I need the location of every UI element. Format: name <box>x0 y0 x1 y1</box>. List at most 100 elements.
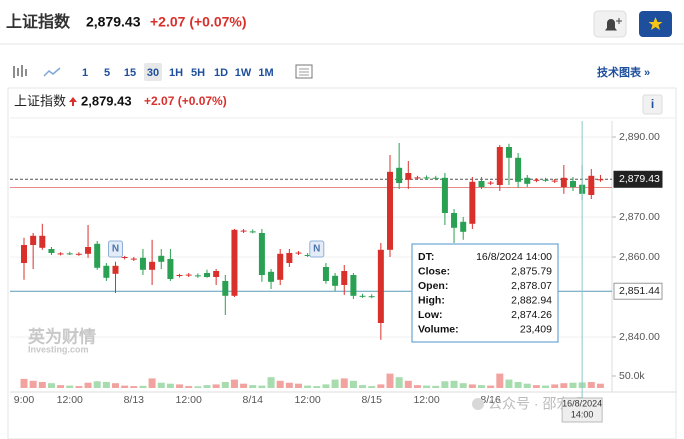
candle-body <box>213 271 220 277</box>
tooltip-label: Volume: <box>418 323 459 335</box>
volume-bar <box>203 385 211 388</box>
volume-bar <box>359 385 367 388</box>
tooltip-label: Open: <box>418 280 448 292</box>
plot: 2,890.00 2,870.00 2,860.00 2,840.00 50.0k 英为财… <box>10 121 676 423</box>
y-tick-label: 2,890.00 <box>619 131 660 143</box>
candle-body <box>286 253 293 263</box>
candle-body <box>112 265 119 274</box>
candle-body <box>487 182 494 184</box>
header-change: +2.07 (+0.07%) <box>150 14 247 30</box>
volume-bar <box>551 384 559 388</box>
chart-title: 上证指数 <box>14 93 66 108</box>
volume-bar <box>560 383 568 388</box>
watermark: 公众号 · 邵宏观 <box>488 396 584 412</box>
price-line-box <box>613 282 663 300</box>
volume-bar <box>532 385 540 388</box>
volume-bar <box>38 382 46 388</box>
candle-body <box>149 261 156 270</box>
volume-bar <box>468 384 476 388</box>
volume-bar <box>423 385 431 388</box>
candle-body <box>176 275 183 276</box>
candle-body <box>204 273 210 277</box>
header-price: 2,879.43 <box>86 14 141 30</box>
volume-bar <box>523 383 531 388</box>
candle-body <box>478 181 485 187</box>
x-tick-label: 12:00 <box>413 394 439 406</box>
candle-body <box>94 243 101 268</box>
interval-button[interactable]: 5 <box>104 67 110 79</box>
candle-body <box>167 259 174 279</box>
candle-body <box>75 253 82 255</box>
volume-bar <box>66 385 74 388</box>
candle-body <box>277 253 284 280</box>
y-tick-label: 2,840.00 <box>619 331 660 343</box>
volume-bar <box>29 380 37 388</box>
interval-button[interactable]: 1 <box>82 67 88 79</box>
volume-bar <box>459 383 467 388</box>
price-line-label: 2,879.43 <box>619 173 660 185</box>
volume-bar <box>395 377 403 388</box>
candle-body <box>524 177 531 184</box>
up-arrow <box>69 97 77 106</box>
interval-button[interactable]: 5H <box>191 67 205 79</box>
volume-bar <box>176 384 184 388</box>
candle-body <box>222 281 229 296</box>
chart-price: 2,879.43 <box>81 93 132 108</box>
candle-body <box>533 179 540 181</box>
chart-frame <box>7 87 677 439</box>
candle-body <box>588 175 595 195</box>
candle-body <box>460 221 467 232</box>
tech-chart-link[interactable]: 技术图表 » <box>597 65 650 79</box>
x-tick-label: 12:00 <box>57 394 83 406</box>
interval-button[interactable]: 1D <box>214 67 228 79</box>
interval-active <box>144 63 162 81</box>
candle-body <box>387 171 393 250</box>
y-tick-label: 2,860.00 <box>619 251 660 263</box>
candle-body <box>451 213 458 228</box>
candle-body <box>414 177 421 179</box>
candle-body <box>405 173 412 180</box>
volume-bar <box>587 382 595 388</box>
candle-body <box>249 231 256 233</box>
candle-body <box>332 275 339 286</box>
interval-button[interactable]: 15 <box>124 67 136 79</box>
x-tick-label: 8/16 <box>480 394 501 406</box>
candle-body <box>560 177 567 187</box>
y-tick-label: 2,870.00 <box>619 211 660 223</box>
tooltip-label: Low: <box>418 309 443 321</box>
candle-body <box>85 247 92 254</box>
toolbar: 1 5 15 30 1H 5H 1D 1W 1M <box>82 63 274 81</box>
candle-body <box>158 255 165 262</box>
candle-body <box>304 255 311 256</box>
tooltip-label: Close: <box>418 265 450 277</box>
info-button[interactable] <box>642 94 663 115</box>
chart-change: +2.07 (+0.07%) <box>144 94 227 108</box>
volume-bar <box>386 373 394 388</box>
volume-bar <box>304 385 312 388</box>
interval-button[interactable]: 30 <box>147 67 159 79</box>
candle-body <box>231 229 238 296</box>
candle-body <box>423 177 430 179</box>
volume-bar <box>496 373 504 388</box>
volume-bar <box>194 386 202 388</box>
candle-body <box>515 157 522 182</box>
header-title: 上证指数 <box>6 12 71 31</box>
candle-body <box>48 249 55 253</box>
volume-bar <box>221 382 229 388</box>
volume-bar <box>349 380 357 388</box>
x-tick-label: 9:00 <box>14 394 35 406</box>
interval-button[interactable]: 1M <box>258 67 273 79</box>
volume-bar <box>84 382 92 388</box>
volume-bar <box>441 381 449 388</box>
volume-bar <box>450 380 458 388</box>
volume-bar <box>47 383 55 388</box>
candle-body <box>368 296 375 298</box>
volume-bar <box>295 383 302 388</box>
settings-icon[interactable] <box>295 64 313 79</box>
interval-button[interactable]: 1H <box>169 67 183 79</box>
volume-bar <box>478 385 485 388</box>
candle-body <box>350 275 357 296</box>
star-icon <box>648 17 663 30</box>
volume-bar <box>20 378 28 388</box>
interval-button[interactable]: 1W <box>235 67 252 79</box>
